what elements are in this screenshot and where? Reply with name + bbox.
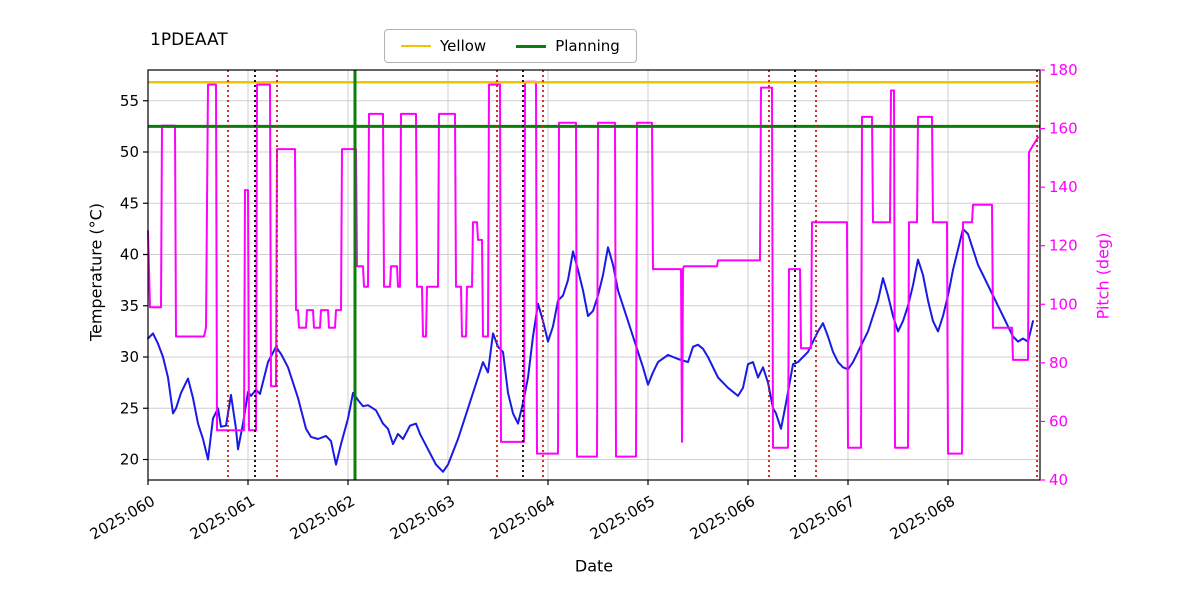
y-right-tick-label: 60 (1049, 412, 1068, 430)
y-left-tick-label: 30 (120, 348, 139, 366)
y-right-tick-label: 180 (1049, 61, 1078, 79)
x-tick-label: 2025:062 (287, 492, 358, 544)
y-left-tick-label: 40 (120, 246, 139, 264)
x-tick-label: 2025:066 (687, 492, 758, 544)
y-right-tick-label: 100 (1049, 295, 1078, 313)
legend-line-swatch (516, 44, 547, 48)
y-axis-label-left: Temperature (°C) (86, 202, 106, 342)
legend-item-planning: Planning (516, 37, 620, 55)
legend-label: Planning (555, 37, 620, 55)
legend-line-swatch (401, 44, 431, 48)
pitch-series-line (147, 80, 1039, 458)
y-left-tick-label: 35 (120, 297, 139, 315)
y-left-tick-label: 55 (120, 92, 139, 110)
legend-label: Yellow (440, 37, 487, 55)
x-tick-label: 2025:065 (587, 492, 658, 544)
y-left-tick-label: 50 (120, 143, 139, 161)
y-left-tick-label: 20 (120, 451, 139, 469)
y-right-tick-label: 80 (1049, 354, 1068, 372)
x-tick-label: 2025:060 (87, 492, 158, 544)
y-right-tick-label: 120 (1049, 237, 1078, 255)
y-right-tick-label: 140 (1049, 178, 1078, 196)
x-tick-label: 2025:068 (887, 492, 958, 544)
x-axis-label: Date (574, 556, 614, 576)
y-right-tick-label: 40 (1049, 471, 1068, 489)
x-tick-label: 2025:061 (187, 492, 258, 544)
temperature-series-line (147, 227, 1034, 473)
legend: Yellow Planning (384, 29, 637, 63)
plot-border (147, 69, 1041, 481)
chart-title: 1PDEAAT (150, 30, 228, 50)
x-tick-label: 2025:064 (487, 492, 558, 544)
y-left-tick-label: 45 (120, 194, 139, 212)
y-right-tick-label: 160 (1049, 120, 1078, 138)
legend-item-yellow: Yellow (401, 37, 486, 55)
x-tick-label: 2025:067 (787, 492, 858, 544)
y-left-tick-label: 25 (120, 399, 139, 417)
y-axis-label-right: Pitch (deg) (1093, 232, 1113, 320)
x-tick-label: 2025:063 (387, 492, 458, 544)
